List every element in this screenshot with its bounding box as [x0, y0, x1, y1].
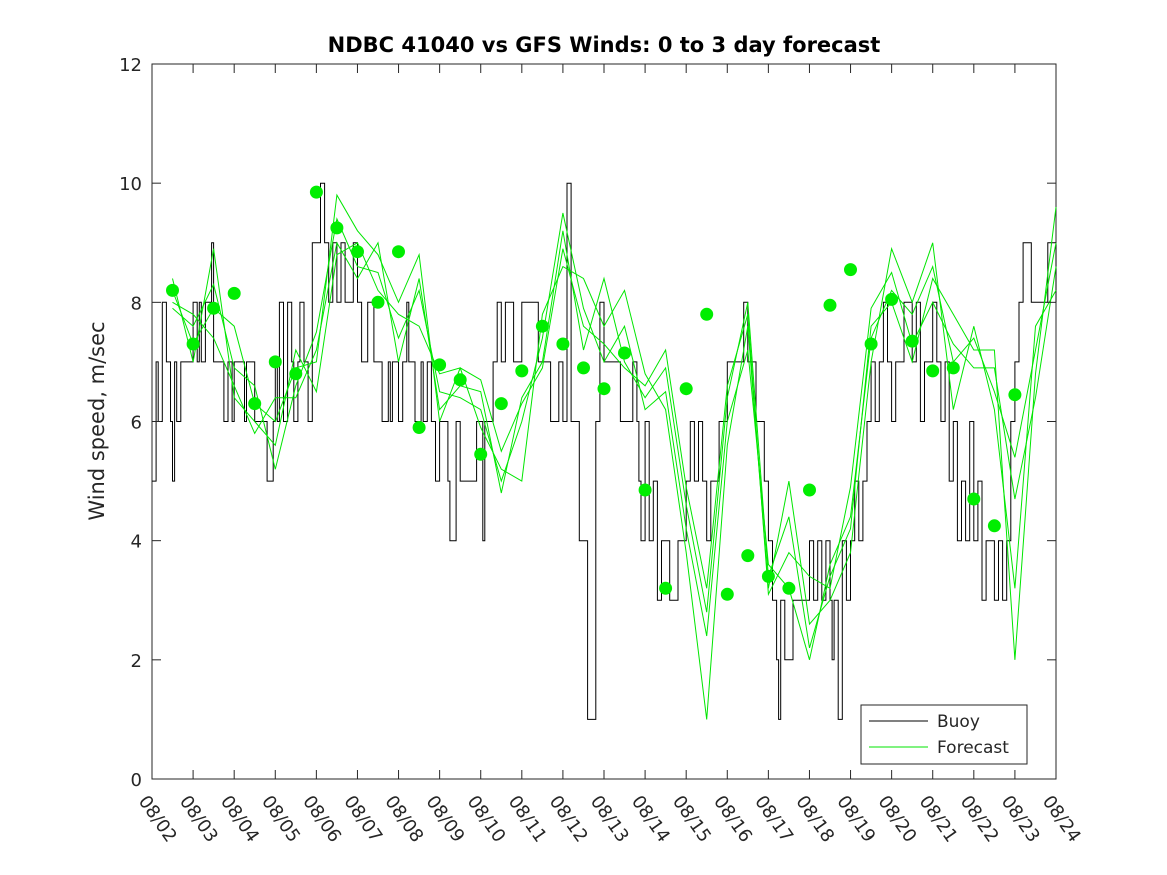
forecast-marker — [186, 337, 200, 351]
forecast-marker — [885, 292, 899, 306]
legend-box — [860, 704, 1028, 765]
forecast-marker — [474, 447, 488, 461]
forecast-marker — [905, 334, 919, 348]
y-axis: 0 2 4 6 8 10 12 — [119, 55, 1056, 791]
legend: Buoy Forecast — [860, 704, 1028, 765]
chart-title: NDBC 41040 vs GFS Winds: 0 to 3 day fore… — [328, 33, 881, 57]
forecast-marker — [638, 483, 652, 497]
forecast-marker — [453, 373, 467, 387]
forecast-marker — [166, 283, 179, 297]
forecast-marker — [371, 295, 385, 309]
forecast-marker — [823, 298, 837, 312]
forecast-marker — [351, 245, 364, 259]
forecast-marker — [987, 519, 1001, 533]
forecast-marker — [618, 346, 631, 360]
forecast-marker — [864, 337, 878, 351]
forecast-marker — [597, 382, 611, 396]
plot-area — [151, 63, 1057, 780]
y-tick-label: 8 — [131, 293, 142, 314]
y-tick-label: 2 — [131, 651, 142, 672]
y-tick-label: 12 — [119, 55, 142, 76]
forecast-series — [172, 193, 1057, 720]
forecast-marker — [844, 263, 857, 277]
y-tick-label: 6 — [131, 413, 142, 434]
forecast-marker — [659, 581, 673, 595]
legend-forecast-label: Forecast — [937, 738, 1009, 758]
forecast-marker — [207, 301, 221, 315]
forecast-marker — [803, 483, 816, 497]
forecast-line-3 — [172, 242, 1057, 720]
forecast-markers — [166, 185, 1022, 601]
forecast-marker — [926, 364, 940, 378]
forecast-line-2 — [172, 212, 1057, 660]
forecast-marker — [494, 397, 508, 411]
forecast-marker — [761, 569, 775, 583]
buoy-line — [152, 182, 1057, 720]
buoy-series — [152, 182, 1057, 720]
forecast-marker — [556, 337, 570, 351]
forecast-marker — [412, 421, 426, 434]
forecast-marker — [967, 492, 981, 506]
forecast-line-4 — [172, 206, 1057, 660]
forecast-marker — [720, 587, 734, 601]
forecast-marker — [330, 221, 344, 235]
forecast-marker — [1008, 388, 1022, 402]
y-tick-label: 0 — [131, 770, 142, 791]
forecast-marker — [535, 319, 549, 333]
forecast-marker — [289, 367, 303, 381]
forecast-marker — [227, 286, 241, 300]
forecast-marker — [268, 355, 282, 369]
forecast-marker — [248, 397, 262, 411]
forecast-marker — [679, 382, 693, 396]
forecast-marker — [741, 549, 755, 563]
forecast-marker — [577, 361, 590, 375]
y-tick-label: 10 — [119, 174, 142, 195]
forecast-marker — [700, 307, 714, 321]
axes-box — [151, 63, 1057, 780]
forecast-marker — [782, 581, 796, 595]
forecast-marker — [946, 361, 960, 375]
y-tick-label: 4 — [131, 532, 142, 553]
y-axis-label: Wind speed, m/sec — [85, 321, 109, 520]
legend-buoy-label: Buoy — [937, 712, 980, 732]
forecast-marker — [433, 358, 447, 372]
forecast-marker — [309, 185, 323, 199]
forecast-marker — [515, 364, 529, 378]
forecast-marker — [392, 245, 405, 259]
